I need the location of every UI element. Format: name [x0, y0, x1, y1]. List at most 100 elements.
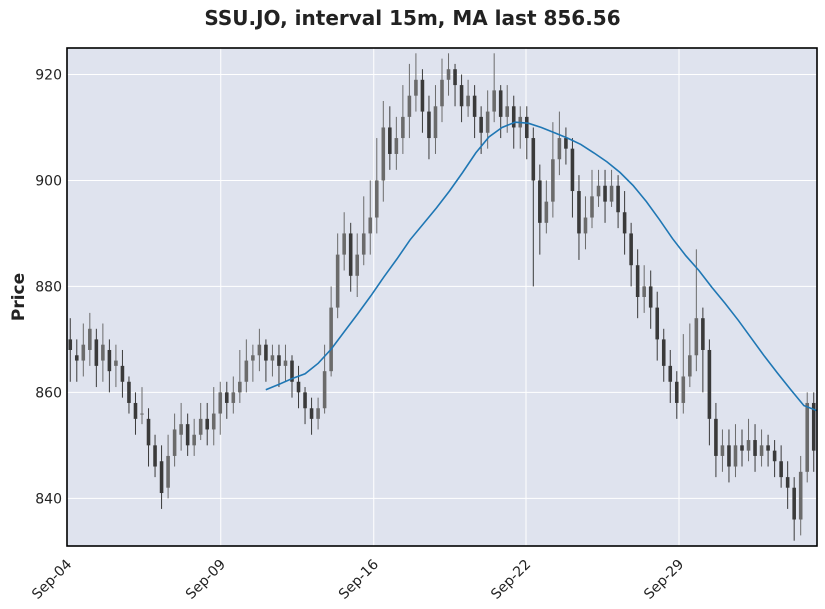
candle-body — [283, 360, 288, 366]
candle-body — [251, 355, 255, 361]
candle-body — [524, 116, 529, 139]
candle-body — [642, 286, 646, 297]
y-tick-label: 860 — [35, 385, 62, 401]
candle-body — [772, 450, 777, 462]
candle-body — [107, 349, 112, 372]
y-tick-label: 880 — [35, 279, 62, 295]
candle-body — [798, 471, 803, 520]
candle-body — [616, 185, 620, 213]
candle-body — [277, 355, 281, 366]
candle-body — [668, 365, 673, 382]
y-tick-label: 840 — [35, 491, 62, 507]
candle-body — [368, 217, 373, 234]
candle-body — [466, 95, 470, 107]
candle-body — [557, 138, 562, 160]
candle-body — [720, 445, 725, 456]
candle-body — [205, 418, 210, 430]
candle-body — [701, 318, 705, 350]
candle-body — [172, 429, 177, 456]
candle-body — [551, 159, 555, 202]
candlesticks — [68, 53, 816, 541]
candle-body — [81, 344, 86, 361]
candle-body — [342, 233, 346, 255]
candle-body — [101, 344, 105, 361]
candle-body — [407, 95, 412, 117]
y-axis-label: Price — [9, 273, 29, 321]
candle-body — [290, 360, 294, 382]
candle-body — [453, 69, 457, 86]
candle-body — [146, 418, 151, 446]
candle-body — [805, 402, 810, 472]
candle-body — [94, 339, 99, 366]
candle-body — [492, 90, 496, 112]
candle-body — [303, 392, 307, 409]
candle-body — [629, 233, 633, 266]
candle-body — [792, 487, 796, 520]
candle-body — [583, 217, 588, 234]
candle-body — [681, 376, 686, 403]
candle-body — [140, 413, 144, 415]
candle-body — [309, 408, 314, 419]
candle-body — [590, 196, 594, 218]
plot-frame — [66, 47, 818, 547]
candle-body — [661, 339, 666, 366]
candle-body — [505, 106, 510, 117]
candle-body — [714, 418, 718, 456]
chart-title: SSU.JO, interval 15m, MA last 856.56 — [204, 6, 621, 30]
y-tick-label: 900 — [35, 173, 62, 189]
candle-body — [198, 418, 203, 435]
candle-body — [459, 85, 464, 107]
candle-body — [740, 445, 744, 451]
plot-background — [67, 48, 817, 546]
candle-body — [388, 127, 392, 154]
candle-body — [564, 138, 568, 149]
candle-body — [74, 355, 79, 361]
candle-body — [361, 233, 366, 255]
candle-body — [485, 111, 490, 133]
candle-body — [538, 180, 542, 223]
candle-body — [264, 344, 268, 361]
candle-body — [218, 392, 223, 414]
candle-body — [511, 106, 516, 128]
candle-body — [544, 201, 549, 223]
candle-body — [688, 355, 692, 377]
x-axis-ticks: Sep-04 Sep-09 Sep-16 Sep-22 Sep-29 — [29, 557, 687, 603]
candle-body — [166, 455, 170, 488]
candle-body — [446, 69, 451, 80]
candle-body — [114, 360, 118, 366]
candle-body — [374, 180, 379, 218]
candle-body — [270, 355, 275, 361]
candle-body — [707, 349, 712, 419]
candle-body — [472, 95, 477, 117]
candle-body — [609, 185, 614, 202]
candle-body — [348, 233, 353, 276]
candle-body — [401, 116, 405, 139]
candle-body — [153, 445, 157, 467]
candle-body — [238, 381, 242, 393]
candle-body — [257, 344, 262, 356]
candle-body — [785, 477, 790, 488]
candle-body — [420, 79, 425, 112]
candle-body — [127, 381, 131, 403]
candle-body — [498, 90, 503, 117]
x-tick-label: Sep-16 — [336, 557, 382, 603]
candle-body — [746, 440, 751, 451]
candle-body — [577, 191, 581, 234]
candle-body — [427, 111, 431, 139]
candle-body — [88, 328, 92, 350]
candle-body — [570, 148, 575, 192]
candle-body — [335, 254, 340, 308]
candle-body — [603, 185, 607, 202]
candle-body — [648, 286, 653, 308]
candle-body — [440, 79, 444, 107]
candle-body — [192, 434, 196, 446]
candle-body — [674, 381, 679, 403]
x-tick-label: Sep-09 — [183, 557, 229, 603]
candle-body — [811, 402, 816, 451]
candle-body — [766, 445, 770, 451]
candle-body — [329, 307, 333, 372]
y-tick-label: 920 — [35, 67, 62, 83]
candle-body — [531, 138, 536, 181]
candle-body — [231, 392, 236, 403]
